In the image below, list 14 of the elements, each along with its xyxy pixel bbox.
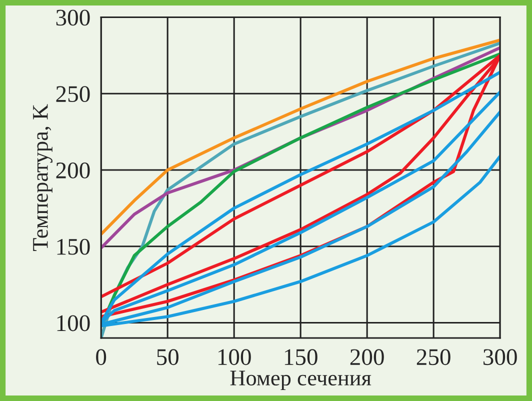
x-tick-label: 0 xyxy=(96,349,106,366)
y-tick-label: 100 xyxy=(57,315,90,332)
x-tick-label: 100 xyxy=(218,349,251,366)
y-tick-label: 300 xyxy=(56,10,90,26)
x-tick-label: 50 xyxy=(157,349,178,366)
x-tick-label: 300 xyxy=(484,349,517,366)
x-axis-title: Номер сечения xyxy=(230,370,372,390)
x-tick-label: 250 xyxy=(416,349,450,366)
x-tick-label: 200 xyxy=(350,349,384,366)
y-axis-title: Температура, K xyxy=(33,104,52,251)
y-tick-label: 250 xyxy=(56,86,90,102)
y-tick-label: 200 xyxy=(56,162,90,178)
y-tick-label: 150 xyxy=(57,238,90,255)
x-tick-label: 150 xyxy=(284,349,318,366)
